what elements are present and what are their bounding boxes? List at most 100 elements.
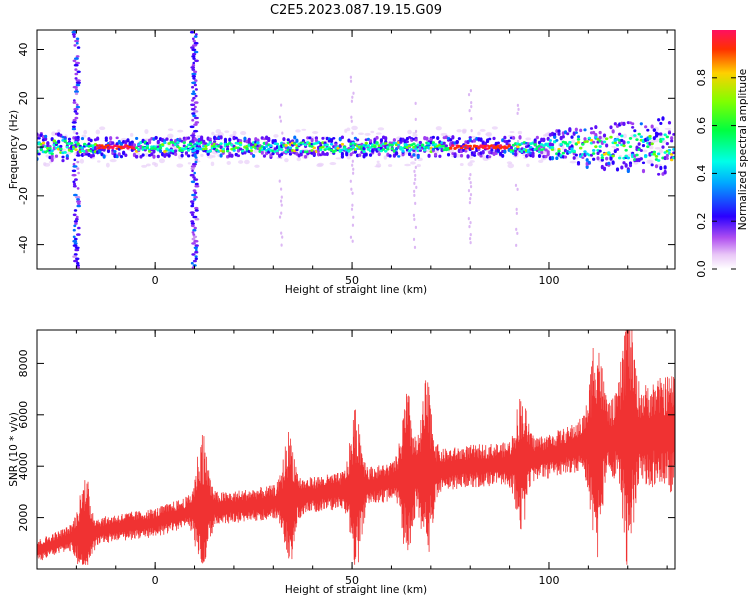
- spectrogram-band-core: [275, 149, 280, 153]
- spectrogram-streak: [74, 68, 78, 71]
- spectrogram-minor-streak: [516, 111, 519, 115]
- spectrogram-band-core: [557, 149, 561, 153]
- spectrogram-band-core: [310, 149, 314, 152]
- spectrogram-streak: [75, 79, 81, 82]
- spectrogram-haze: [72, 130, 76, 134]
- spectrogram-band-outer: [433, 152, 438, 157]
- spectrogram-streak: [194, 121, 200, 124]
- spectrogram-band-outer: [236, 154, 241, 158]
- spectrogram-minor-streak: [414, 117, 417, 121]
- spectrogram-band-outer: [641, 144, 646, 148]
- spectrogram-minor-streak: [412, 213, 416, 217]
- colorbar-tick-label: 0.8: [695, 69, 708, 87]
- spectrogram-streak: [190, 134, 196, 137]
- spectrogram-band-outer: [124, 153, 128, 158]
- spectrogram-streak: [76, 204, 82, 208]
- spectrogram-streak: [194, 182, 199, 186]
- spectrogram-streak: [193, 35, 198, 38]
- spectrogram-minor-streak: [350, 119, 353, 123]
- spectrogram-ytick-label: -20: [17, 187, 30, 205]
- spectrogram-band-outer: [670, 139, 674, 143]
- spectrogram-band-core: [622, 144, 626, 148]
- spectrogram-band-core: [189, 142, 193, 146]
- spectrogram-streak: [76, 70, 81, 74]
- spectrogram-streak: [192, 37, 195, 41]
- spectrogram-band-core: [208, 141, 212, 144]
- spectrogram-streak: [193, 105, 197, 109]
- spectrogram-band-core: [147, 149, 152, 153]
- spectrogram-band-core: [656, 152, 661, 156]
- spectrogram-haze: [507, 134, 514, 138]
- spectrogram-streak: [190, 46, 195, 49]
- spectrogram-band-outer: [414, 136, 418, 140]
- spectrogram-band-core: [206, 143, 210, 147]
- spectrogram-band-core: [173, 143, 178, 147]
- spectrogram-band-core: [366, 144, 371, 148]
- spectrogram-band-outer: [544, 148, 548, 152]
- spectrogram-haze: [383, 155, 388, 160]
- spectrogram-minor-streak: [278, 115, 282, 119]
- spectrogram-band-outer: [654, 133, 659, 138]
- spectrogram-haze: [211, 131, 215, 136]
- spectrogram-minor-streak: [413, 193, 416, 197]
- spectrogram-haze: [649, 145, 654, 150]
- spectrogram-band-core: [628, 137, 633, 140]
- spectrogram-streak: [190, 220, 195, 223]
- spectrogram-band-outer: [672, 151, 675, 155]
- spectrogram-streak: [71, 173, 77, 177]
- spectrogram-band-outer: [392, 138, 396, 142]
- spectrogram-band-outer: [652, 136, 656, 141]
- spectrogram-streak: [75, 103, 79, 107]
- spectrogram-band-outer: [119, 155, 124, 158]
- spectrogram-band-outer: [609, 125, 613, 130]
- spectrogram-band-core: [364, 141, 368, 145]
- spectrogram-band-core: [106, 144, 111, 147]
- spectrogram-minor-streak: [414, 177, 417, 181]
- spectrogram-minor-streak: [351, 203, 354, 207]
- spectrogram-band-core: [312, 146, 316, 150]
- spectrogram-haze: [358, 132, 364, 135]
- spectrogram-band-outer: [98, 149, 102, 154]
- spectrogram-band-core: [533, 143, 537, 146]
- spectrogram-streak: [194, 250, 199, 254]
- snr-xlabel: Height of straight line (km): [285, 584, 427, 596]
- spectrogram-minor-streak: [351, 239, 354, 243]
- spectrogram-band-core: [591, 152, 596, 155]
- spectrogram-band-outer: [314, 138, 319, 143]
- spectrogram-band-outer: [624, 163, 628, 168]
- spectrogram-band-core: [340, 142, 345, 146]
- spectrogram-minor-streak: [414, 225, 418, 229]
- snr-xtick-label: 50: [345, 574, 359, 587]
- spectrogram-minor-streak: [351, 163, 354, 167]
- spectrogram-streak: [72, 244, 78, 247]
- spectrogram-band-outer: [557, 132, 561, 136]
- spectrogram-band-core: [329, 142, 334, 146]
- spectrogram-streak: [192, 233, 196, 236]
- spectrogram-band-outer: [61, 155, 65, 159]
- spectrogram-band-core: [245, 147, 249, 151]
- spectrogram-streak: [189, 30, 195, 34]
- spectrogram-streak: [192, 96, 196, 100]
- spectrogram-band-outer: [542, 137, 546, 143]
- spectrogram-haze: [416, 164, 421, 168]
- spectrogram-streak: [190, 204, 195, 208]
- spectrogram-band-outer: [589, 153, 594, 157]
- spectrogram-band-core: [431, 141, 436, 144]
- spectrogram-band-outer: [481, 150, 485, 155]
- spectrogram-band-outer: [394, 151, 399, 156]
- spectrogram-streak: [189, 200, 195, 203]
- spectrogram-haze: [344, 128, 348, 133]
- spectrogram-minor-streak: [470, 105, 473, 109]
- spectrogram-streak: [75, 37, 80, 41]
- spectrogram-band-outer: [596, 151, 600, 156]
- spectrogram-haze: [129, 132, 134, 137]
- spectrogram-band-core: [652, 150, 657, 154]
- spectrogram-haze: [232, 130, 237, 136]
- spectrogram-haze: [240, 131, 247, 136]
- spectrogram-band-outer: [561, 134, 565, 139]
- spectrogram-band-outer: [535, 135, 539, 140]
- spectrogram-band-core: [401, 149, 405, 153]
- spectrogram-streak: [191, 242, 196, 245]
- spectrogram-haze: [141, 164, 148, 168]
- spectrogram-band-outer: [555, 156, 559, 161]
